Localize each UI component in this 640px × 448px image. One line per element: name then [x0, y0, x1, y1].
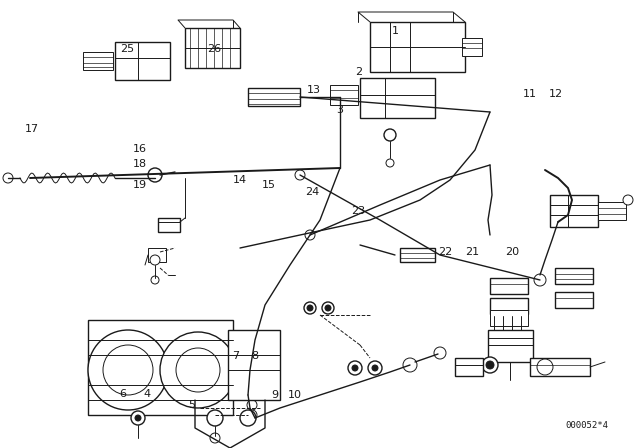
Circle shape	[103, 345, 153, 395]
Text: 5: 5	[189, 401, 195, 410]
Text: 22: 22	[438, 247, 452, 257]
Text: 12: 12	[548, 89, 563, 99]
Bar	[488, 330, 533, 362]
Circle shape	[623, 195, 633, 205]
Text: 000052*4: 000052*4	[565, 421, 608, 430]
Text: 23: 23	[351, 206, 365, 215]
Text: 26: 26	[207, 44, 221, 54]
Bar	[115, 42, 170, 80]
Circle shape	[210, 433, 220, 443]
Text: 21: 21	[465, 247, 479, 257]
Circle shape	[304, 302, 316, 314]
Text: 14: 14	[233, 175, 247, 185]
Circle shape	[247, 410, 257, 420]
Circle shape	[305, 230, 315, 240]
Bar	[370, 22, 465, 72]
Bar	[360, 78, 435, 118]
Circle shape	[322, 302, 334, 314]
Bar	[185, 28, 240, 68]
Circle shape	[88, 330, 168, 410]
Text: 20: 20	[505, 247, 519, 257]
Bar	[248, 88, 300, 106]
Circle shape	[434, 347, 446, 359]
Circle shape	[176, 348, 220, 392]
Circle shape	[148, 168, 162, 182]
Circle shape	[403, 358, 417, 372]
Circle shape	[151, 276, 159, 284]
Circle shape	[537, 359, 553, 375]
Circle shape	[384, 129, 396, 141]
Text: 25: 25	[120, 44, 134, 54]
Bar	[158, 218, 180, 232]
Circle shape	[486, 361, 494, 369]
Bar	[83, 52, 113, 70]
Circle shape	[368, 361, 382, 375]
Bar	[530, 358, 590, 376]
Text: 15: 15	[262, 180, 276, 190]
Circle shape	[325, 305, 331, 311]
Bar	[455, 358, 483, 376]
Circle shape	[135, 415, 141, 421]
Text: 10: 10	[287, 390, 301, 400]
Text: 3: 3	[336, 105, 342, 115]
Text: 24: 24	[305, 187, 319, 197]
Bar	[490, 310, 528, 326]
Bar	[555, 268, 593, 284]
Text: 13: 13	[307, 85, 321, 95]
Bar	[462, 38, 482, 56]
Text: 4: 4	[143, 389, 151, 399]
Circle shape	[295, 170, 305, 180]
Text: 11: 11	[523, 89, 537, 99]
Circle shape	[3, 173, 13, 183]
Circle shape	[372, 365, 378, 371]
Bar	[88, 320, 233, 415]
Bar	[490, 278, 528, 294]
Text: 7: 7	[232, 351, 239, 361]
Text: 6: 6	[120, 389, 126, 399]
Circle shape	[207, 410, 223, 426]
Bar	[330, 85, 358, 105]
Circle shape	[352, 365, 358, 371]
Bar	[490, 298, 528, 314]
Bar	[598, 202, 626, 220]
Circle shape	[240, 410, 256, 426]
Text: 19: 19	[132, 180, 147, 190]
Circle shape	[348, 361, 362, 375]
Bar	[148, 248, 166, 262]
Text: 1: 1	[392, 26, 399, 36]
Circle shape	[482, 357, 498, 373]
Bar	[228, 330, 280, 400]
Circle shape	[160, 332, 236, 408]
Circle shape	[131, 411, 145, 425]
Text: 16: 16	[132, 144, 147, 154]
Circle shape	[307, 305, 313, 311]
Bar	[550, 195, 598, 227]
Text: 2: 2	[355, 67, 362, 77]
Circle shape	[386, 159, 394, 167]
Bar	[400, 248, 435, 262]
Bar	[555, 292, 593, 308]
Text: 18: 18	[132, 159, 147, 168]
Text: 8: 8	[251, 351, 259, 361]
Circle shape	[247, 400, 257, 410]
Circle shape	[150, 255, 160, 265]
Circle shape	[534, 274, 546, 286]
Text: 9: 9	[271, 390, 279, 400]
Text: 17: 17	[25, 124, 39, 134]
